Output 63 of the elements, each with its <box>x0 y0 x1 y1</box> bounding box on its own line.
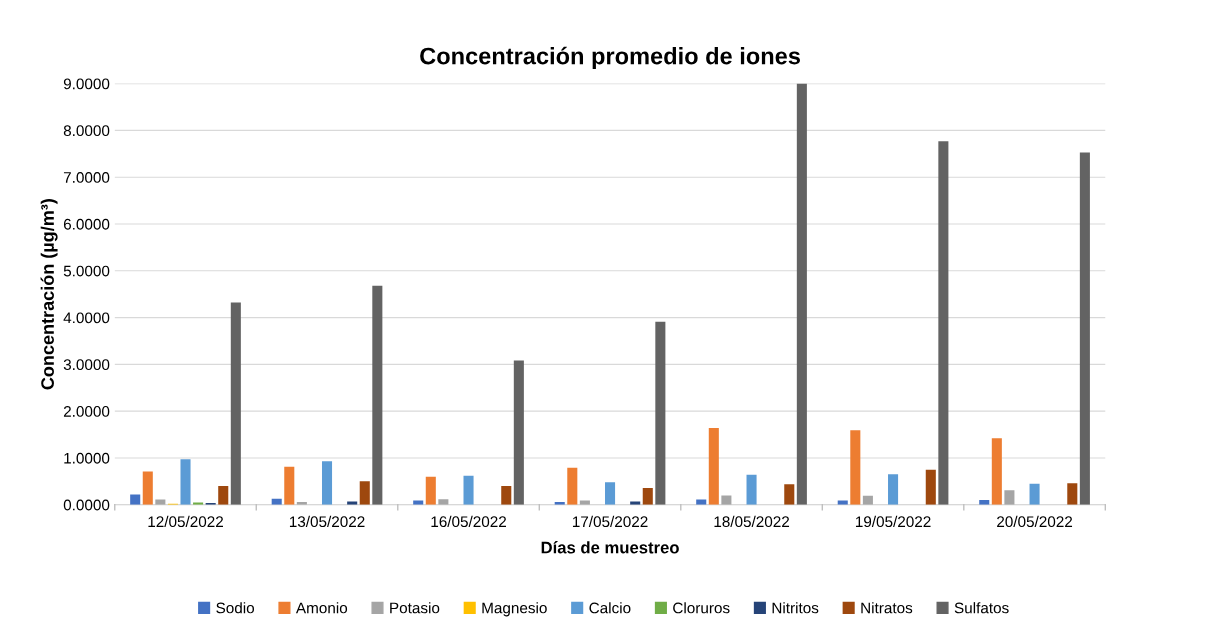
legend-label: Magnesio <box>482 602 547 617</box>
legend-label: Sulfatos <box>954 602 1009 614</box>
bar <box>938 141 949 505</box>
legend-label: Nitritos <box>772 602 819 614</box>
bar <box>888 474 899 505</box>
bar <box>180 459 191 505</box>
legend-label: Sodio <box>216 602 255 614</box>
legend-label: Amonio <box>295 602 348 614</box>
bar <box>925 469 936 505</box>
x-tick-label: 19/05/2022 <box>855 515 931 528</box>
bar <box>784 484 795 505</box>
bar <box>850 430 861 505</box>
bar <box>513 360 524 505</box>
bar <box>501 486 512 505</box>
legend-label: Cloruros <box>673 602 730 614</box>
bar <box>862 495 873 505</box>
bar <box>230 302 241 505</box>
y-tick-label: 9.0000 <box>63 78 110 90</box>
bar <box>1067 483 1078 505</box>
x-tick-label: 20/05/2022 <box>997 515 1073 528</box>
y-tick-label: 4.0000 <box>63 312 110 324</box>
x-axis-title: Días de muestreo <box>541 541 679 554</box>
y-tick-label: 7.0000 <box>63 172 110 183</box>
bar <box>1029 483 1040 505</box>
bar <box>347 501 358 505</box>
bar <box>463 475 474 505</box>
bar <box>1079 152 1090 505</box>
bar <box>142 471 153 505</box>
x-tick-label: 13/05/2022 <box>289 515 365 528</box>
x-tick-label: 18/05/2022 <box>714 515 790 528</box>
legend-label: Calcio <box>589 602 631 614</box>
bar <box>372 285 383 505</box>
bar <box>130 494 141 505</box>
y-tick-label: 8.0000 <box>63 125 110 137</box>
bar <box>655 321 666 505</box>
y-tick-label: 0.0000 <box>63 499 110 511</box>
y-tick-label: 2.0000 <box>63 406 110 417</box>
y-tick-label: 6.0000 <box>63 218 110 230</box>
bar <box>605 482 616 505</box>
x-tick-label: 17/05/2022 <box>572 515 648 528</box>
y-tick-label: 3.0000 <box>63 359 110 371</box>
bar <box>746 474 757 505</box>
legend-label: Nitratos <box>861 602 913 614</box>
bar <box>218 486 229 505</box>
bar <box>721 495 732 505</box>
bar <box>567 467 578 505</box>
bar <box>708 428 719 505</box>
bar <box>359 481 370 505</box>
bar <box>425 476 436 505</box>
x-tick-label: 12/05/2022 <box>148 515 223 528</box>
chart-title: Concentración promedio de iones <box>420 46 800 70</box>
y-tick-label: 5.0000 <box>63 265 110 277</box>
bar <box>991 438 1002 505</box>
bar <box>1004 490 1015 505</box>
y-tick-label: 1.0000 <box>64 452 110 464</box>
bar <box>321 461 333 505</box>
bar <box>630 501 641 505</box>
x-tick-label: 16/05/2022 <box>431 515 506 528</box>
bar <box>284 466 295 505</box>
bar <box>796 83 807 505</box>
y-axis-title: Concentración (µg/m³) <box>40 199 58 390</box>
bar <box>642 487 653 505</box>
legend-label: Potasio <box>390 602 440 614</box>
